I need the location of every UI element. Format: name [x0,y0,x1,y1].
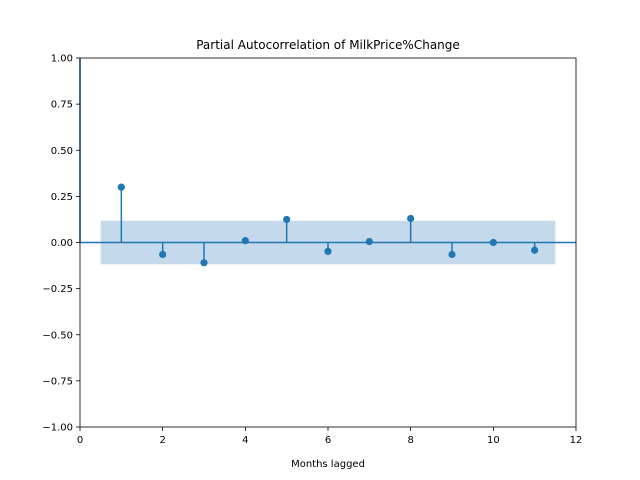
chart-title: Partial Autocorrelation of MilkPrice%Cha… [196,38,460,52]
x-axis-label: Months lagged [291,459,365,470]
x-tick-label: 8 [407,435,413,446]
marker-lag-11 [531,246,539,254]
x-tick-label: 6 [325,435,331,446]
marker-lag-4 [241,237,249,245]
y-tick-label: 0.00 [51,238,73,249]
x-tick-label: 2 [159,435,165,446]
y-tick-label: −0.75 [42,376,73,387]
marker-lag-3 [200,259,208,267]
y-tick-label: 0.25 [51,192,73,203]
marker-lag-7 [365,237,373,246]
marker-lag-5 [283,215,291,224]
marker-lag-1 [117,183,125,191]
marker-lag-10 [489,238,497,247]
plot-area: 0 2 4 6 8 10 12 1.00 0.75 0.50 0.25 0.00 −0.25 −0.50 −… [42,54,582,447]
y-tick-label: −0.25 [42,284,73,295]
x-tick-label: 0 [77,435,83,446]
x-tick-label: 4 [242,435,248,446]
marker-lag-8 [407,214,415,223]
marker-lag-6 [324,247,332,255]
x-tick-label: 12 [570,435,583,446]
x-tick-label: 10 [487,435,500,446]
y-tick-label: −0.50 [42,330,73,341]
marker-lag-2 [159,250,167,259]
marker-lag-9 [448,250,456,259]
y-tick-label: 1.00 [51,54,73,65]
y-tick-label: 0.75 [51,100,73,111]
y-tick-label: −1.00 [42,423,73,434]
y-tick-label: 0.50 [51,146,73,157]
